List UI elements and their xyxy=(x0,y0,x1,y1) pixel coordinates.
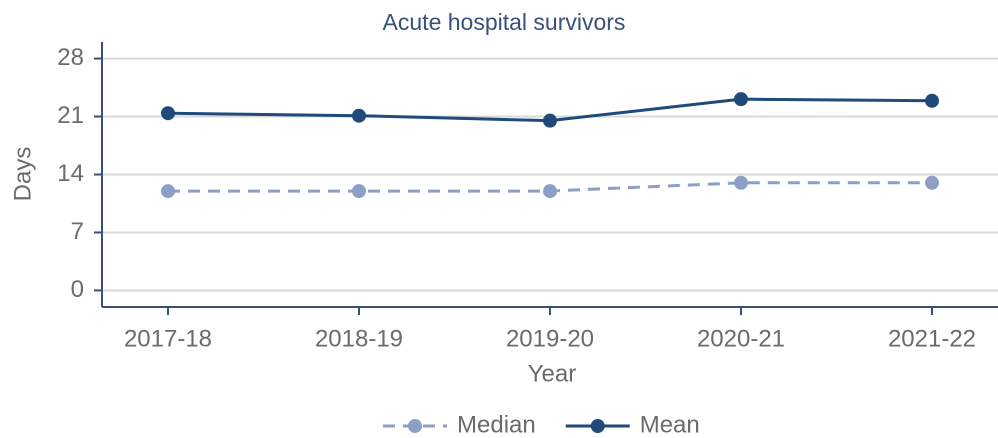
y-tick-label: 7 xyxy=(71,218,84,245)
x-tick-label: 2018-19 xyxy=(315,325,403,352)
y-axis-label: Days xyxy=(9,147,36,202)
data-point xyxy=(161,184,175,199)
legend-marker xyxy=(590,419,605,433)
x-tick-label: 2021-22 xyxy=(888,325,976,352)
y-tick-label: 14 xyxy=(57,160,84,187)
chart-title: Acute hospital survivors xyxy=(383,9,626,35)
data-point xyxy=(352,184,366,199)
data-point xyxy=(925,93,939,108)
legend-label: Mean xyxy=(640,411,700,438)
y-tick-label: 28 xyxy=(57,44,84,71)
legend-marker xyxy=(408,419,422,433)
data-point xyxy=(734,92,748,107)
data-point xyxy=(734,175,748,190)
x-axis-label: Year xyxy=(528,360,577,387)
data-point xyxy=(543,184,557,199)
data-point xyxy=(352,108,366,123)
legend-label: Median xyxy=(457,411,536,438)
y-tick-label: 0 xyxy=(71,276,84,303)
x-tick-label: 2020-21 xyxy=(697,325,785,352)
x-tick-label: 2019-20 xyxy=(506,325,594,352)
y-tick-label: 21 xyxy=(57,102,84,129)
data-point xyxy=(925,175,939,190)
x-tick-label: 2017-18 xyxy=(124,325,212,352)
data-point xyxy=(543,113,557,128)
data-point xyxy=(161,106,175,121)
